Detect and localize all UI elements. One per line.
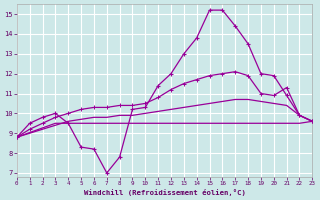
X-axis label: Windchill (Refroidissement éolien,°C): Windchill (Refroidissement éolien,°C)	[84, 189, 245, 196]
